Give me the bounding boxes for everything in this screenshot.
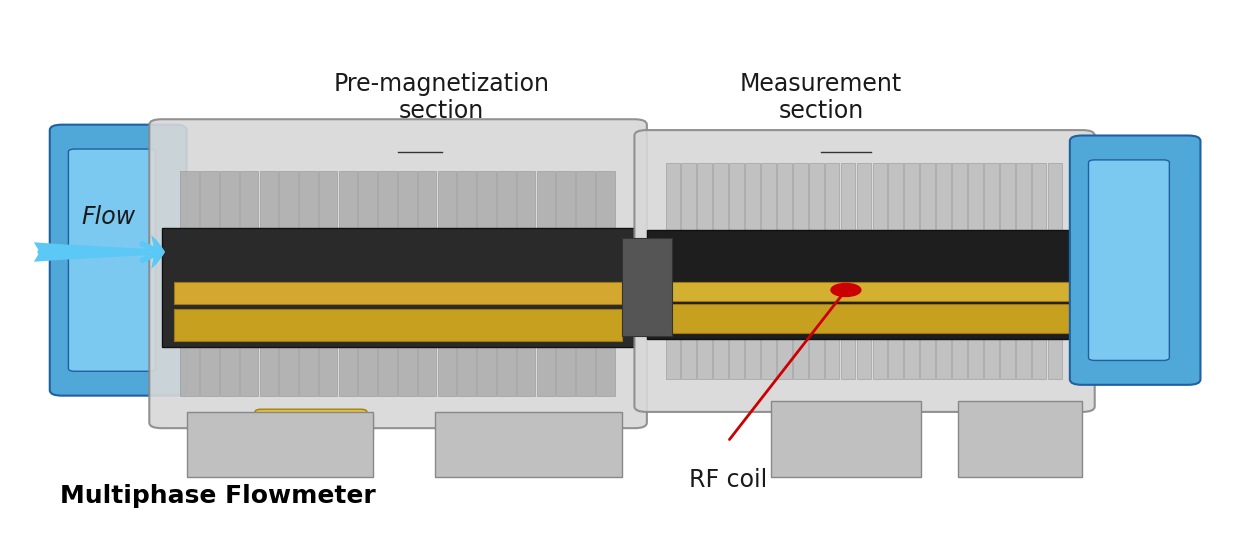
Bar <box>647 230 1082 339</box>
Bar <box>348 417 373 439</box>
Bar <box>200 171 219 396</box>
Bar <box>516 171 535 396</box>
Bar <box>180 171 199 396</box>
Bar <box>984 163 999 379</box>
Text: Flow: Flow <box>81 205 136 229</box>
Bar <box>745 163 760 379</box>
Bar <box>162 228 634 347</box>
Bar <box>280 171 297 396</box>
Bar <box>771 401 921 477</box>
Text: RF coil: RF coil <box>689 468 766 492</box>
Bar <box>398 171 417 396</box>
Bar <box>174 309 622 341</box>
Bar <box>937 163 950 379</box>
Bar <box>187 412 373 477</box>
Bar <box>729 163 744 379</box>
Bar <box>556 171 575 396</box>
Bar <box>1000 163 1015 379</box>
Bar <box>378 171 397 396</box>
Bar <box>1047 163 1062 379</box>
Bar <box>809 163 824 379</box>
FancyBboxPatch shape <box>255 409 367 447</box>
Text: Pre-magnetization
section: Pre-magnetization section <box>333 72 550 124</box>
Bar <box>659 304 1070 333</box>
Bar <box>536 171 555 396</box>
Bar <box>659 282 1070 301</box>
Bar <box>713 163 728 379</box>
Bar <box>761 163 776 379</box>
Bar <box>1016 163 1030 379</box>
Bar <box>418 171 437 396</box>
Bar <box>778 163 791 379</box>
Bar <box>872 163 887 379</box>
Bar <box>958 401 1082 477</box>
Bar <box>904 163 919 379</box>
Bar <box>1031 163 1046 379</box>
Bar <box>841 163 856 379</box>
Bar <box>338 171 357 396</box>
FancyBboxPatch shape <box>634 130 1095 412</box>
FancyBboxPatch shape <box>230 420 305 453</box>
Bar <box>576 171 595 396</box>
Bar <box>358 171 377 396</box>
Bar <box>857 163 871 379</box>
Bar <box>435 412 622 477</box>
Bar <box>458 171 476 396</box>
FancyBboxPatch shape <box>50 125 187 396</box>
Bar <box>921 163 935 379</box>
Circle shape <box>831 283 861 296</box>
Bar <box>174 282 622 304</box>
Bar <box>318 171 337 396</box>
Bar <box>622 238 672 336</box>
Bar <box>596 171 615 396</box>
Bar <box>299 171 317 396</box>
Bar <box>438 171 457 396</box>
Bar <box>698 163 712 379</box>
Bar <box>220 171 239 396</box>
Bar <box>952 163 967 379</box>
FancyBboxPatch shape <box>149 119 647 428</box>
Text: Multiphase Flowmeter: Multiphase Flowmeter <box>60 484 376 508</box>
Bar <box>260 171 279 396</box>
Bar <box>666 163 680 379</box>
Bar <box>888 163 903 379</box>
Bar <box>478 171 496 396</box>
FancyBboxPatch shape <box>68 149 156 371</box>
Bar <box>968 163 983 379</box>
FancyBboxPatch shape <box>1070 136 1200 385</box>
Text: Measurement
section: Measurement section <box>740 72 902 124</box>
Bar <box>825 163 840 379</box>
Bar <box>792 163 807 379</box>
FancyBboxPatch shape <box>1088 160 1169 360</box>
Bar <box>498 171 515 396</box>
Bar <box>240 171 259 396</box>
Bar <box>682 163 697 379</box>
